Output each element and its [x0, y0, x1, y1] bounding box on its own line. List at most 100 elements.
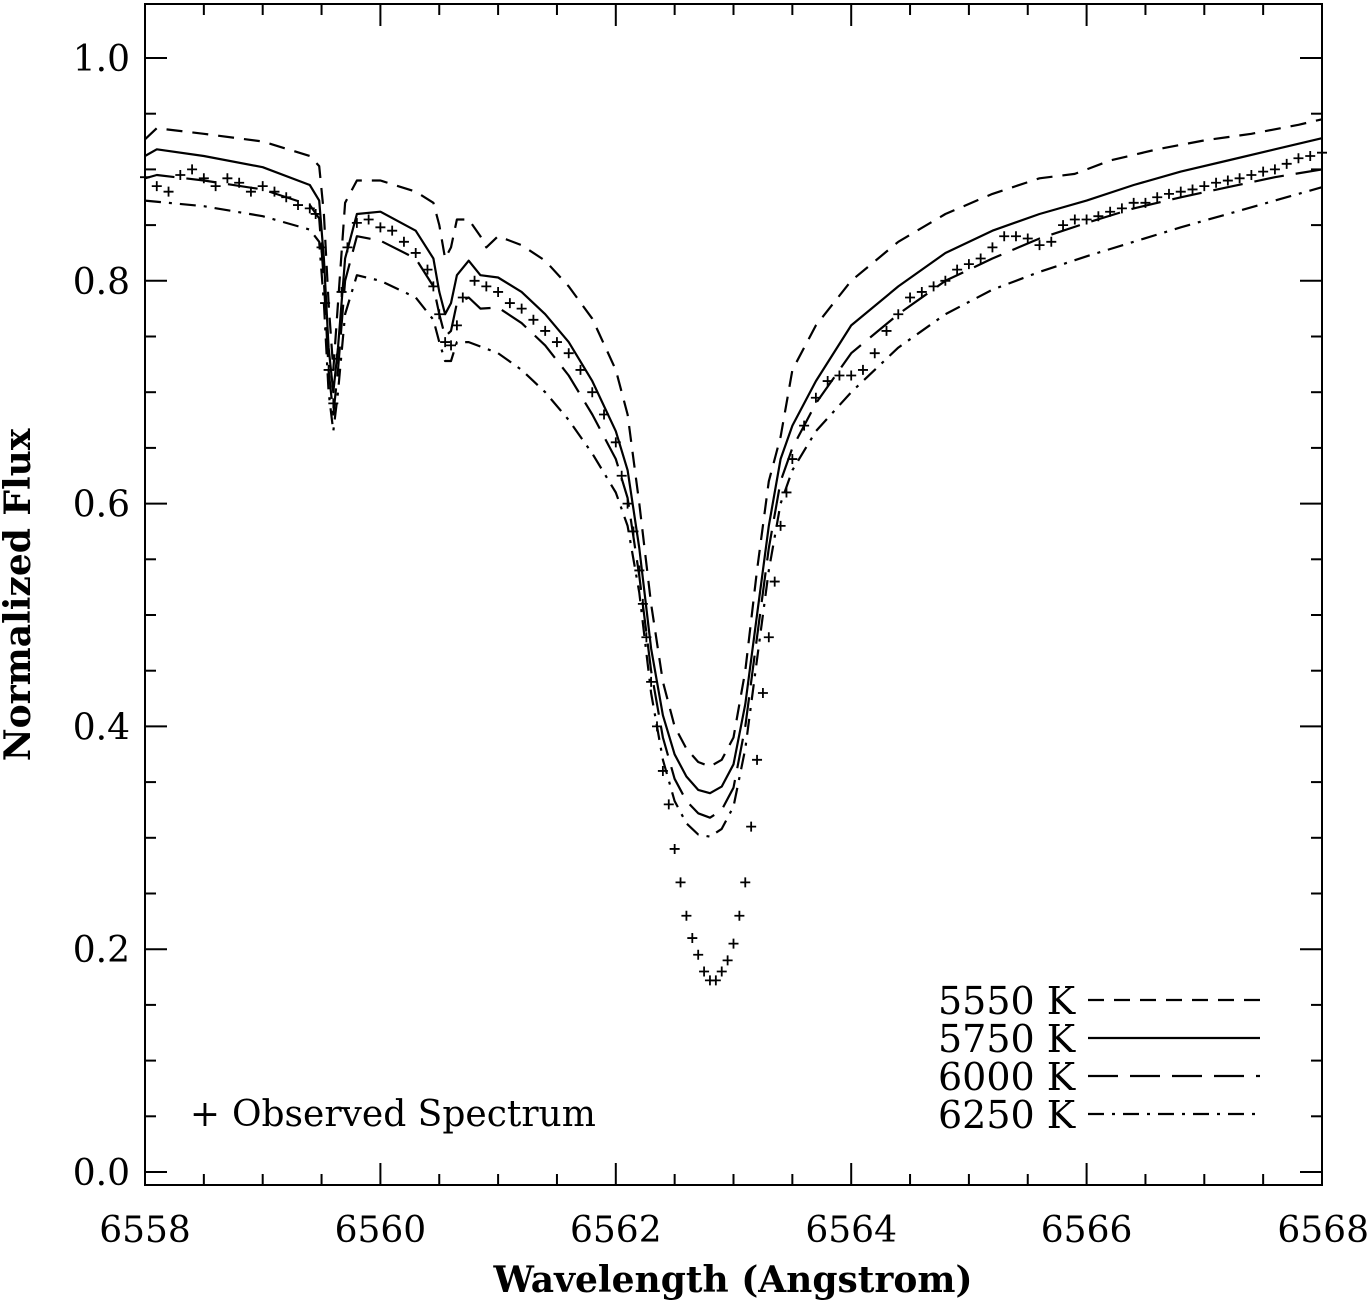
- observed-point: [269, 186, 280, 197]
- observed-point: [222, 173, 233, 184]
- observed-point: [363, 214, 374, 225]
- observed-point: [757, 687, 768, 698]
- observed-point: [587, 387, 598, 398]
- y-tick-label: 0.6: [73, 485, 130, 526]
- observed-point: [540, 325, 551, 336]
- observed-point: [422, 264, 433, 275]
- observed-point: [1222, 175, 1233, 186]
- legend-label: 5550 K: [938, 979, 1076, 1023]
- observed-point: [999, 231, 1010, 242]
- observed-point: [637, 598, 648, 609]
- observed-point: [351, 217, 362, 228]
- observed-point: [316, 242, 327, 253]
- y-tick-label: 0.4: [73, 707, 130, 748]
- observed-point: [693, 949, 704, 960]
- observed-point: [1269, 164, 1280, 175]
- x-tick-labels: 6558 6560 6562 6564 6566 6568: [99, 1210, 1369, 1251]
- observed-point: [398, 236, 409, 247]
- observed-point: [469, 275, 480, 286]
- observed-legend: + Observed Spectrum: [190, 1094, 596, 1135]
- observed-point: [151, 181, 162, 192]
- y-axis-title: Normalized Flux: [0, 428, 39, 761]
- observed-point: [1152, 192, 1163, 203]
- observed-point: [493, 286, 504, 297]
- observed-point: [646, 676, 657, 687]
- observed-point: [734, 910, 745, 921]
- observed-point: [610, 437, 621, 448]
- observed-point: [198, 173, 209, 184]
- observed-point: [940, 275, 951, 286]
- observed-point: [516, 303, 527, 314]
- observed-point: [563, 348, 574, 359]
- observed-point: [1058, 220, 1069, 231]
- x-tick-label: 6560: [335, 1210, 427, 1251]
- observed-point: [1034, 240, 1045, 251]
- observed-point: [410, 247, 421, 258]
- observed-point: [681, 910, 692, 921]
- observed-point: [716, 966, 727, 977]
- observed-point: [687, 933, 698, 944]
- observed-point: [328, 398, 339, 409]
- observed-point: [434, 309, 445, 320]
- legend-label: 5750 K: [938, 1017, 1076, 1061]
- observed-point: [916, 286, 927, 297]
- observed-point: [446, 340, 457, 351]
- observed-point: [963, 259, 974, 270]
- observed-point: [1199, 181, 1210, 192]
- series-line-6250-k: [144, 186, 1323, 838]
- observed-point: [781, 487, 792, 498]
- observed-point: [869, 348, 880, 359]
- observed-point: [310, 208, 321, 219]
- observed-point: [187, 164, 198, 175]
- observed-point: [304, 203, 315, 214]
- observed-point: [504, 298, 515, 309]
- observed-point: [1093, 211, 1104, 222]
- observed-point: [320, 298, 331, 309]
- observed-point: [1187, 184, 1198, 195]
- observed-point: [163, 186, 174, 197]
- observed-point: [722, 955, 733, 966]
- observed-legend-label: Observed Spectrum: [232, 1094, 596, 1135]
- observed-point: [323, 364, 334, 375]
- observed-point: [1293, 153, 1304, 164]
- observed-markers: [140, 147, 1327, 986]
- observed-point: [599, 409, 610, 420]
- observed-point: [699, 966, 710, 977]
- observed-point: [799, 420, 810, 431]
- observed-point: [787, 454, 798, 465]
- y-tick-label: 0.0: [73, 1153, 130, 1194]
- series-line-5550-k: [144, 118, 1323, 768]
- observed-point: [822, 376, 833, 387]
- observed-point: [641, 632, 652, 643]
- observed-point: [675, 877, 686, 888]
- observed-point: [1010, 231, 1021, 242]
- observed-point: [387, 225, 398, 236]
- observed-point: [657, 765, 668, 776]
- observed-point: [234, 177, 245, 188]
- y-tick-label: 0.8: [73, 262, 130, 303]
- x-tick-label: 6564: [805, 1210, 897, 1251]
- observed-point: [342, 242, 353, 253]
- observed-point: [1046, 236, 1057, 247]
- observed-point: [293, 200, 304, 211]
- observed-point: [846, 370, 857, 381]
- observed-point: [710, 975, 721, 986]
- x-axis-title: Wavelength (Angstrom): [492, 1259, 972, 1301]
- observed-point: [440, 337, 451, 348]
- tick-marks: [144, 4, 1323, 1185]
- observed-point: [1211, 177, 1222, 188]
- observed-point: [663, 799, 674, 810]
- observed-point: [175, 169, 186, 180]
- observed-point: [769, 576, 780, 587]
- legend-label: 6250 K: [938, 1093, 1076, 1137]
- observed-point: [752, 754, 763, 765]
- observed-point: [1140, 197, 1151, 208]
- observed-point: [987, 242, 998, 253]
- legend-label: 6000 K: [938, 1055, 1076, 1099]
- observed-point: [810, 392, 821, 403]
- observed-point: [928, 281, 939, 292]
- observed-point: [834, 370, 845, 381]
- observed-point: [331, 353, 342, 364]
